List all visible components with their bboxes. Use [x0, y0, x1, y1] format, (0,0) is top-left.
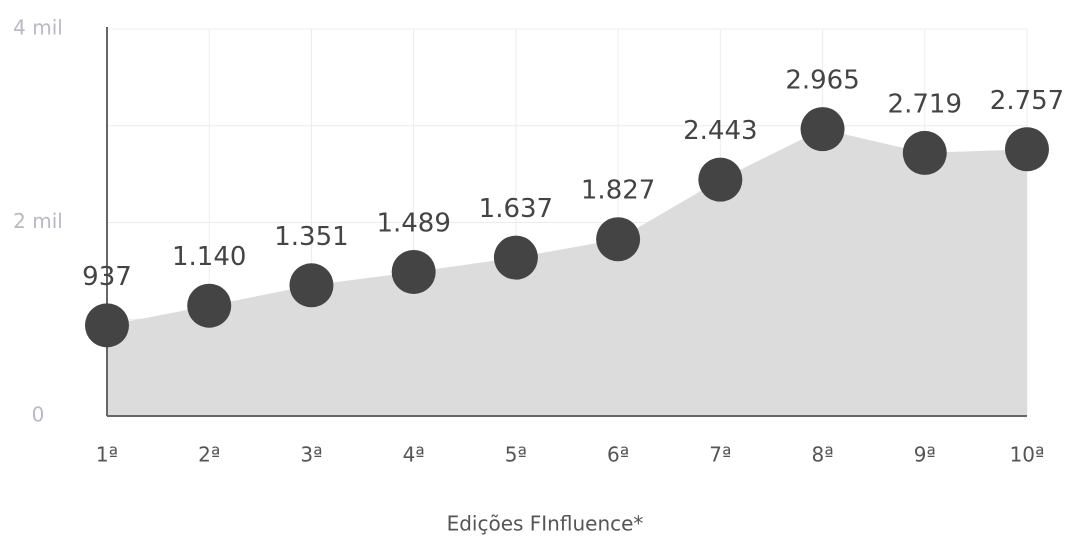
x-tick-label: 4ª: [403, 443, 425, 467]
value-label: 2.443: [683, 116, 757, 146]
marker: [187, 283, 232, 328]
marker: [391, 249, 436, 294]
value-label: 1.351: [274, 222, 348, 252]
x-axis-title: Edições FInfluence*: [447, 512, 644, 536]
marker: [85, 303, 129, 348]
area: [107, 129, 1027, 417]
x-tick-label: 5ª: [505, 443, 527, 467]
x-tick-label: 10ª: [1010, 443, 1045, 467]
marker: [289, 263, 334, 308]
marker: [800, 107, 845, 152]
marker: [596, 217, 641, 262]
x-tick-label: 1ª: [96, 443, 118, 467]
value-label: 1.827: [581, 176, 655, 206]
y-tick-label: 0: [32, 403, 45, 427]
x-tick-label: 2ª: [198, 443, 220, 467]
value-label: 1.489: [376, 208, 450, 238]
value-label: 1.140: [172, 242, 246, 272]
y-tick-label: 2 mil: [13, 209, 63, 233]
x-tick-label: 3ª: [300, 443, 322, 467]
value-label: 2.757: [990, 86, 1064, 116]
value-label: 937: [82, 262, 132, 292]
y-tick-label: 4 mil: [13, 16, 63, 40]
value-label: 1.637: [479, 194, 553, 224]
marker: [698, 157, 743, 202]
value-label: 2.965: [785, 66, 859, 96]
x-tick-label: 8ª: [811, 443, 833, 467]
x-tick-label: 7ª: [709, 443, 731, 467]
marker: [1005, 127, 1049, 172]
x-tick-label: 9ª: [914, 443, 936, 467]
x-tick-label: 6ª: [607, 443, 629, 467]
value-label: 2.719: [888, 89, 962, 119]
marker: [493, 235, 538, 280]
marker: [902, 130, 947, 175]
